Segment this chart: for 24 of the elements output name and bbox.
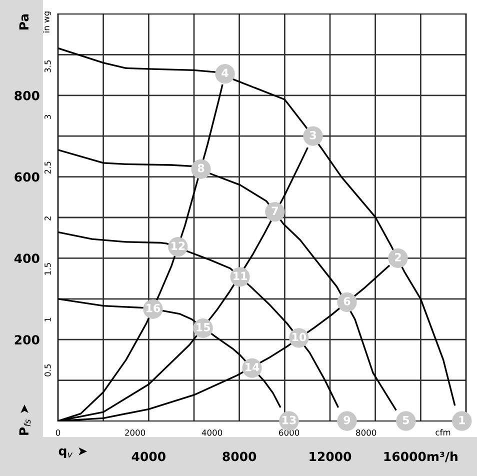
y2-axis-title: in wg [42, 12, 52, 32]
x2-tick-label: 0 [56, 429, 60, 436]
x-axis-title: q$_{v}$ ➤ [58, 447, 88, 458]
y-tick-label: 600 [14, 172, 40, 182]
text: Pa [19, 14, 29, 30]
y2-tick-label: 3.5 [44, 60, 51, 72]
x-tick-label: 8000 [222, 452, 256, 462]
y-axis-title: P$_{fs}$ ➤ [19, 404, 31, 435]
y2-tick-label: 0.5 [44, 364, 51, 376]
y-tick-label: 800 [14, 90, 40, 100]
y2-tick-label: 1 [44, 318, 51, 322]
x-tick-label: 12000 [310, 452, 352, 462]
y2-tick-label: 3 [44, 114, 51, 119]
x2-tick-label: 2000 [125, 429, 146, 436]
x2-tick-label: 4000 [202, 429, 222, 436]
y-tick-label: 200 [14, 335, 40, 345]
x2-axis-title: cfm [436, 429, 450, 436]
x2-tick-label: 8000 [356, 429, 376, 436]
x-tick-label: 4000 [132, 452, 166, 462]
y2-tick-label: 1.5 [44, 263, 51, 275]
y2-tick-label: 2 [44, 216, 51, 220]
y-tick-label: 400 [14, 254, 40, 264]
y2-tick-label: 2.5 [44, 162, 51, 174]
x-tick-label: 16000m³/h [384, 452, 458, 462]
